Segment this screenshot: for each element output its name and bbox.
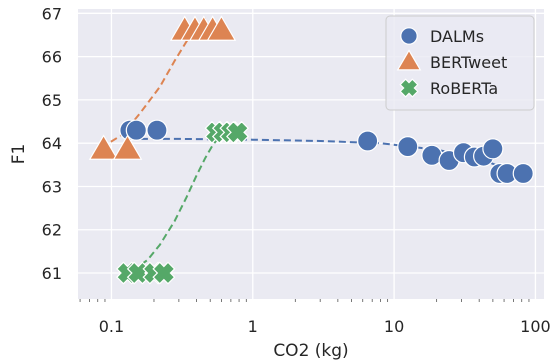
dalms-point [397,136,419,158]
roberta-point [226,120,250,144]
y-tick-label: 65 [42,91,62,110]
legend-label-bertweet: BERTweet [430,53,507,72]
dalms-point [512,162,534,185]
y-axis-ticks: 61 62 63 64 65 66 67 [42,4,62,283]
roberta-point [152,261,176,285]
legend-box [385,15,535,111]
bertweet-trend-line [100,17,206,149]
x-tick-label: 10 [384,317,404,336]
roberta-trend-line [131,136,221,272]
dalms-point [357,130,379,152]
legend-label-dalms: DALMs [430,27,484,46]
y-tick-label: 66 [42,48,62,67]
y-axis-label: F1 [9,144,29,165]
bertweet-legend-marker [396,49,422,71]
x-tick-label: 100 [520,317,551,336]
y-tick-label: 64 [42,134,62,153]
y-tick-label: 63 [42,177,62,196]
bertweet-point [112,134,143,160]
legend: DALMs BERTweet RoBERTa [385,15,535,111]
dalms-point [146,119,168,141]
data-points [88,15,534,285]
y-tick-label: 67 [42,4,62,23]
x-tick-label: 0.1 [99,317,124,336]
dalms-legend-marker [400,27,418,45]
x-tick-label: 1 [248,317,258,336]
roberta-point [126,261,150,285]
legend-label-roberta: RoBERTa [430,79,498,98]
bertweet-point [88,134,119,160]
dalms-point [125,119,147,141]
y-tick-label: 62 [42,221,62,240]
x-axis-ticks: 0.1 1 10 100 [79,299,551,336]
roberta-legend-marker [399,78,419,98]
x-axis-label: CO2 (kg) [273,341,348,361]
dalms-point [482,138,504,160]
bertweet-point [206,15,237,41]
y-tick-label: 61 [42,264,62,283]
